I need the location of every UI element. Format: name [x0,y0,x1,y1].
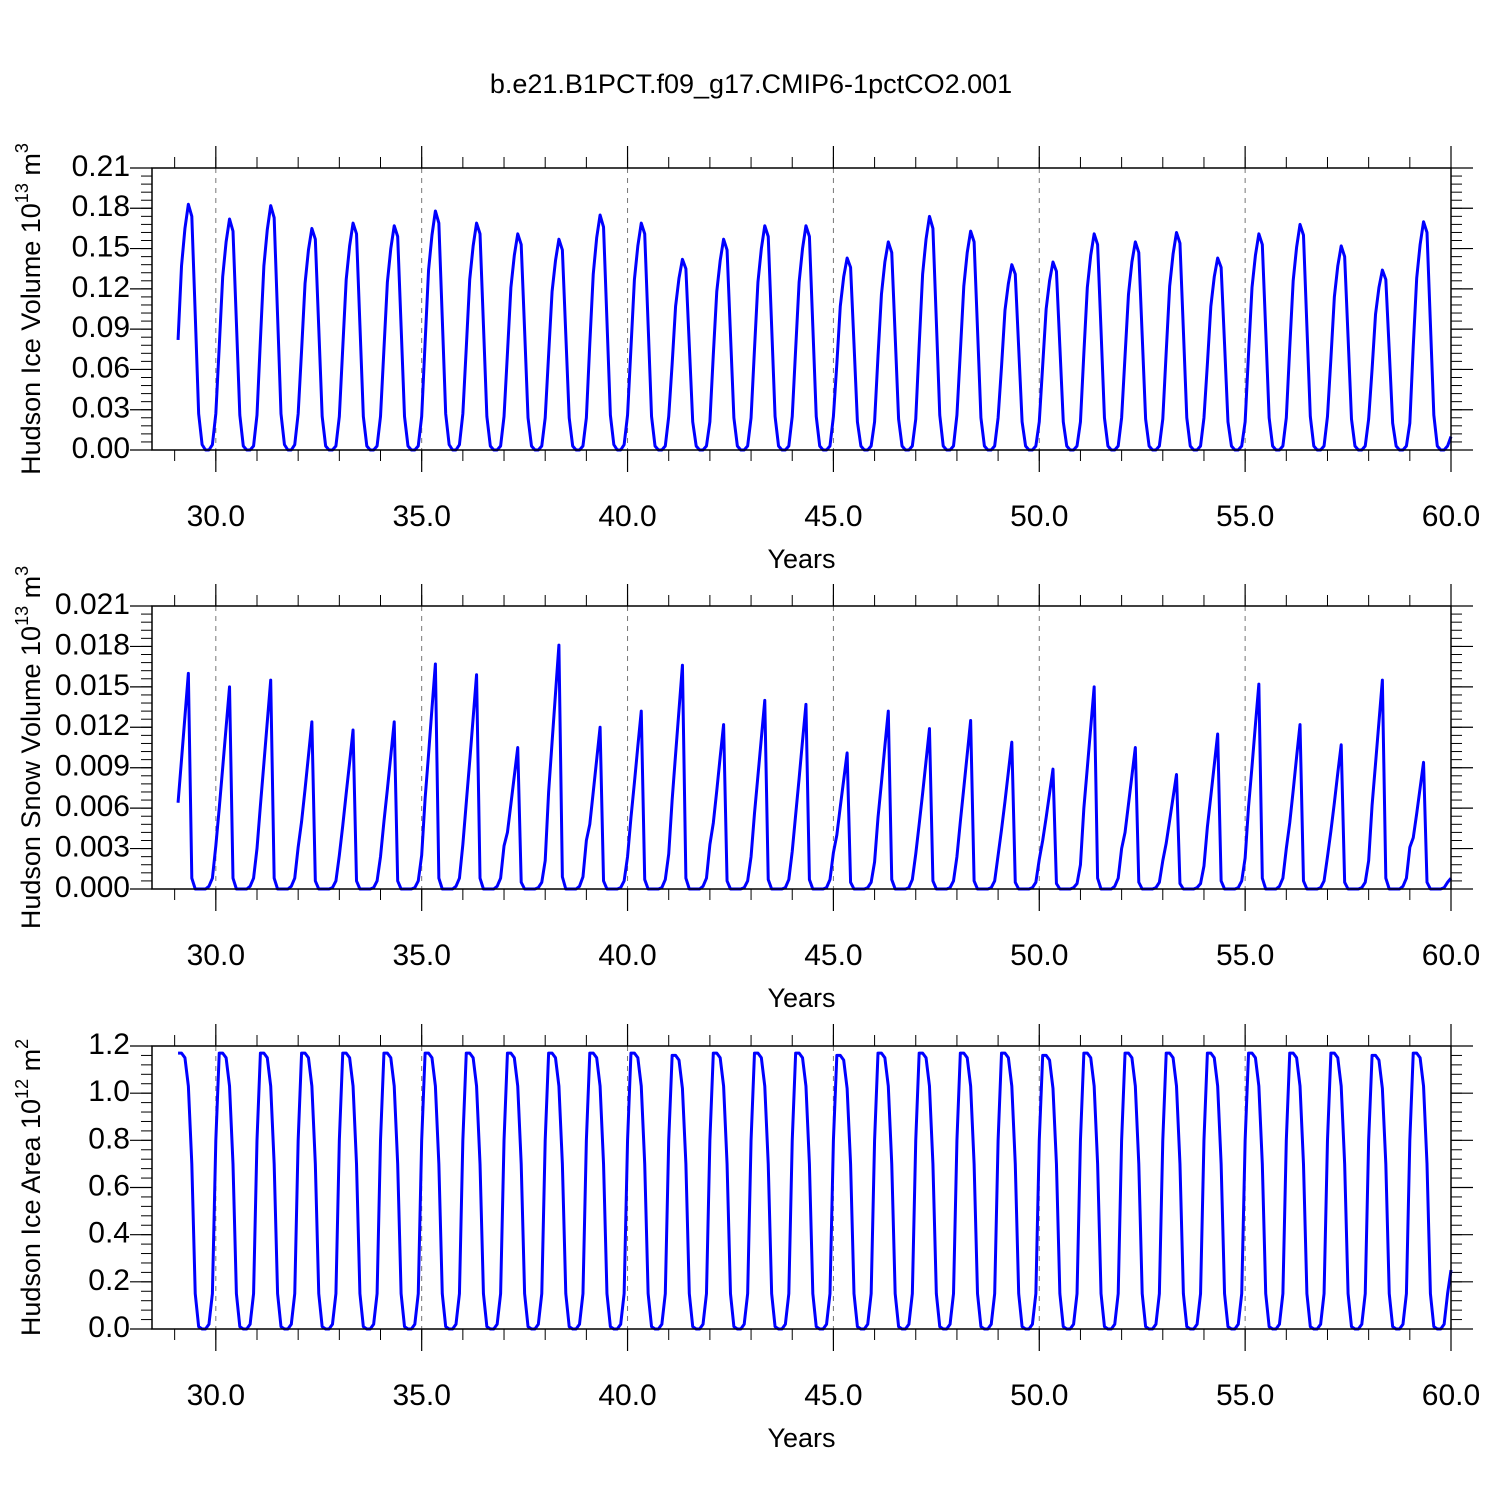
y-axis-label-part: Hudson Snow Volume 10 [16,626,46,929]
x-tick-label: 35.0 [392,1379,450,1412]
y-tick-label: 0.21 [72,150,130,183]
y-tick-label: 0.009 [55,750,130,783]
y-tick-label: 0.00 [72,432,130,465]
x-tick-label: 50.0 [1010,1379,1068,1412]
y-axis-label-part: m [16,1049,46,1079]
x-tick-label: 50.0 [1010,939,1068,972]
y-tick-label: 0.012 [55,709,130,742]
plot-frame [151,167,1452,451]
x-tick-label: 55.0 [1216,1379,1274,1412]
x-tick-label: 50.0 [1010,500,1068,533]
data-line [178,1051,1453,1331]
y-tick-label: 1.2 [88,1028,130,1061]
y-axis-label-exponent: 13 [12,183,32,203]
y-tick-label: 0.12 [72,271,130,304]
x-tick-label: 60.0 [1422,500,1480,533]
y-tick-label: 0.0 [88,1311,130,1344]
x-axis-label: Years [767,544,835,574]
y-tick-label: 0.4 [88,1217,130,1250]
x-tick-label: 55.0 [1216,500,1274,533]
y-tick-label: 0.8 [88,1122,130,1155]
y-tick-label: 1.0 [88,1075,130,1108]
y-tick-label: 0.03 [72,392,130,425]
y-tick-label: 0.18 [72,190,130,223]
y-axis-label: Hudson Ice Area 1012 m2 [12,1039,46,1336]
y-axis-label-exponent: 3 [12,566,32,576]
y-axis-label-exponent: 12 [12,1079,32,1099]
x-tick-label: 35.0 [392,500,450,533]
y-axis-label-exponent: 2 [12,1039,32,1049]
y-tick-label: 0.000 [55,871,130,904]
x-axis-label: Years [767,983,835,1013]
y-tick-label: 0.6 [88,1169,130,1202]
y-tick-label: 0.15 [72,230,130,263]
y-tick-label: 0.021 [55,588,130,621]
y-axis-label-part: Hudson Ice Volume 10 [16,203,46,475]
y-tick-label: 0.015 [55,669,130,702]
x-axis-label: Years [767,1423,835,1453]
y-axis-label: Hudson Ice Volume 1013 m3 [12,143,46,475]
plot-frame [151,605,1452,890]
x-tick-label: 40.0 [598,1379,656,1412]
x-tick-label: 35.0 [392,939,450,972]
x-tick-label: 45.0 [804,939,862,972]
plot-frame [151,1045,1452,1330]
y-axis-label-exponent: 13 [12,606,32,626]
y-axis-label-part: Hudson Ice Area 10 [16,1099,46,1336]
x-tick-label: 30.0 [187,500,245,533]
x-tick-label: 30.0 [187,939,245,972]
y-axis-label-exponent: 3 [12,143,32,153]
y-tick-label: 0.003 [55,830,130,863]
y-tick-label: 0.018 [55,628,130,661]
chart-title: b.e21.B1PCT.f09_g17.CMIP6-1pctCO2.001 [490,69,1012,99]
x-tick-label: 60.0 [1422,939,1480,972]
y-tick-label: 0.09 [72,311,130,344]
y-axis-label-part: m [16,576,46,606]
x-tick-label: 45.0 [804,1379,862,1412]
y-tick-label: 0.06 [72,351,130,384]
x-tick-label: 60.0 [1422,1379,1480,1412]
y-axis-label: Hudson Snow Volume 1013 m3 [12,566,46,929]
x-tick-label: 55.0 [1216,939,1274,972]
x-tick-label: 30.0 [187,1379,245,1412]
y-tick-label: 0.2 [88,1264,130,1297]
y-tick-label: 0.006 [55,790,130,823]
x-tick-label: 45.0 [804,500,862,533]
x-tick-label: 40.0 [598,500,656,533]
x-tick-label: 40.0 [598,939,656,972]
y-axis-label-part: m [16,153,46,183]
